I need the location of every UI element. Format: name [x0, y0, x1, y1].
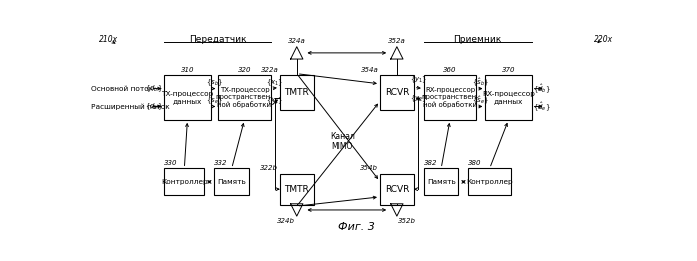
Text: Передатчик: Передатчик [189, 35, 246, 44]
Text: $\{s_b\}$: $\{s_b\}$ [206, 77, 223, 88]
Text: Канал
MIMO: Канал MIMO [330, 132, 355, 151]
Text: 310: 310 [181, 67, 194, 73]
Bar [380, 75, 414, 110]
Text: $\{d_b\}$: $\{d_b\}$ [145, 83, 163, 94]
Bar [468, 168, 511, 195]
Text: 352b: 352b [399, 218, 416, 224]
Text: $\{x_1\}$: $\{x_1\}$ [266, 77, 284, 88]
Text: 354a: 354a [360, 67, 378, 73]
Text: 332: 332 [215, 160, 228, 166]
Text: Память: Память [427, 179, 456, 185]
Bar [164, 75, 210, 120]
Text: 370: 370 [502, 67, 515, 73]
Text: 324b: 324b [277, 218, 296, 224]
Text: Фиг. 3: Фиг. 3 [338, 222, 375, 232]
Text: $\{y_1\}$: $\{y_1\}$ [410, 74, 427, 85]
Bar [380, 174, 414, 205]
Text: TX-процессор
пространствен-
ной обработки: TX-процессор пространствен- ной обработк… [215, 87, 273, 108]
Text: $\{y_2\}$: $\{y_2\}$ [410, 94, 427, 104]
Text: $\{\hat{s}_b\}$: $\{\hat{s}_b\}$ [473, 76, 489, 88]
Bar [424, 75, 476, 120]
Text: $\{\hat{s}_e\}$: $\{\hat{s}_e\}$ [473, 94, 489, 106]
Text: RCVR: RCVR [385, 88, 409, 97]
Text: RCVR: RCVR [385, 185, 409, 194]
Text: Приемник: Приемник [454, 35, 502, 44]
Text: Расширенный поток: Расширенный поток [91, 103, 170, 110]
Text: $\{x_2\}$: $\{x_2\}$ [266, 95, 284, 106]
Text: Контроллер: Контроллер [466, 179, 513, 185]
Text: 380: 380 [468, 160, 482, 166]
Text: Основной поток: Основной поток [91, 86, 153, 92]
Bar [215, 168, 249, 195]
Bar [485, 75, 532, 120]
Text: RX-процессор
пространствен-
ной обработки: RX-процессор пространствен- ной обработк… [421, 87, 479, 108]
Text: $\{d_e\}$: $\{d_e\}$ [145, 101, 163, 112]
Text: 360: 360 [443, 67, 457, 73]
Text: 354b: 354b [360, 165, 378, 171]
Text: Контроллер: Контроллер [161, 179, 208, 185]
Text: 322a: 322a [261, 67, 278, 73]
Text: 330: 330 [164, 160, 178, 166]
Text: TX-процессор
данных: TX-процессор данных [161, 91, 213, 104]
Text: Память: Память [217, 179, 246, 185]
Bar [424, 168, 459, 195]
Text: 322b: 322b [260, 165, 278, 171]
Text: RX-процессор
данных: RX-процессор данных [482, 91, 535, 104]
Text: 382: 382 [424, 160, 437, 166]
Bar [279, 75, 314, 110]
Text: TMTR: TMTR [284, 185, 309, 194]
Text: 352a: 352a [388, 38, 406, 44]
Text: 320: 320 [238, 67, 251, 73]
Text: 210x: 210x [98, 34, 118, 44]
Bar [218, 75, 270, 120]
Bar [279, 174, 314, 205]
Text: 220x: 220x [594, 34, 613, 44]
Text: $\{\hat{d}_b\}$: $\{\hat{d}_b\}$ [533, 82, 551, 95]
Text: $\{\hat{d}_e\}$: $\{\hat{d}_e\}$ [533, 100, 551, 113]
Text: 324a: 324a [288, 38, 306, 44]
Bar [164, 168, 204, 195]
Text: TMTR: TMTR [284, 88, 309, 97]
Text: $\{s_e\}$: $\{s_e\}$ [206, 95, 223, 106]
